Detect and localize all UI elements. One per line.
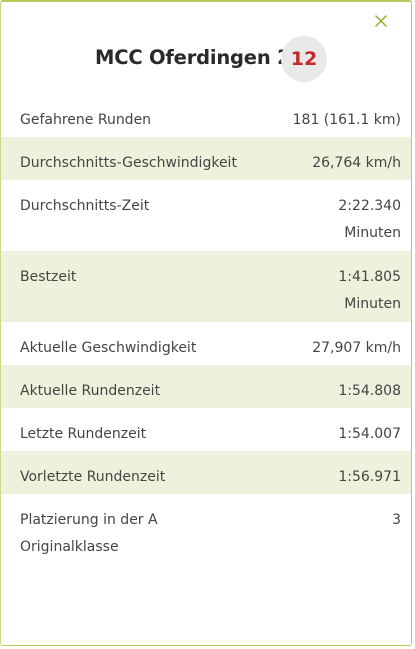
stat-value: 27,907 km/h xyxy=(312,340,401,356)
stat-row-durchschnitts-zeit: Durchschnitts-Zeit 2:22.340 Minuten xyxy=(1,180,411,251)
stat-value: 181 (161.1 km) xyxy=(292,112,401,128)
stat-label: Durchschnitts-Geschwindigkeit xyxy=(20,155,237,171)
stat-label: Letzte Rundenzeit xyxy=(20,426,147,442)
team-number-badge: 12 xyxy=(281,36,327,82)
stat-value: 1:56.971 xyxy=(338,469,401,485)
stat-label: Aktuelle Rundenzeit xyxy=(20,383,161,399)
stat-row-aktuelle-rundenzeit: Aktuelle Rundenzeit 1:54.808 xyxy=(1,365,411,408)
stat-value: 26,764 km/h xyxy=(312,155,401,171)
stat-row-bestzeit: Bestzeit 1:41.805 Minuten xyxy=(1,251,411,322)
stat-value: 1:41.805 Minuten xyxy=(338,269,401,312)
stat-row-platzierung: Platzierung in der A Originalklasse 3 xyxy=(1,494,411,564)
stat-value: 2:22.340 Minuten xyxy=(338,198,401,241)
stat-label: Vorletzte Rundenzeit xyxy=(20,469,166,485)
stat-label: Bestzeit xyxy=(20,269,77,285)
stat-row-gefahrene-runden: Gefahrene Runden 181 (161.1 km) xyxy=(1,94,411,137)
stat-value: 1:54.808 xyxy=(338,383,401,399)
stat-row-vorletzte-rundenzeit: Vorletzte Rundenzeit 1:56.971 xyxy=(1,451,411,494)
stat-row-letzte-rundenzeit: Letzte Rundenzeit 1:54.007 xyxy=(1,408,411,451)
stats-table: Gefahrene Runden 181 (161.1 km) Durchsch… xyxy=(1,94,411,564)
stat-label: Gefahrene Runden xyxy=(20,112,152,128)
stat-value: 3 xyxy=(392,512,401,528)
stat-row-aktuelle-geschwindigkeit: Aktuelle Geschwindigkeit 27,907 km/h xyxy=(1,322,411,365)
stat-label: Durchschnitts-Zeit xyxy=(20,198,150,214)
panel-header: MCC Oferdingen 2 12 xyxy=(1,36,411,82)
team-name: MCC Oferdingen 2 xyxy=(95,46,291,69)
stat-value: 1:54.007 xyxy=(338,426,401,442)
stat-label: Platzierung in der A Originalklasse xyxy=(20,512,158,555)
close-icon[interactable] xyxy=(372,12,390,30)
stat-label: Aktuelle Geschwindigkeit xyxy=(20,340,197,356)
stat-row-durchschnitts-geschwindigkeit: Durchschnitts-Geschwindigkeit 26,764 km/… xyxy=(1,137,411,180)
